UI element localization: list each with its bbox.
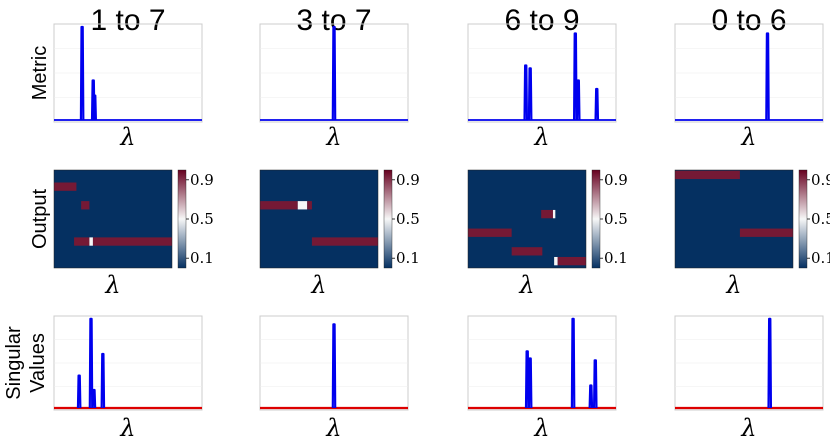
heatmap-cell (54, 182, 77, 191)
column-title: 1 to 7 (90, 4, 165, 37)
colorbar-tick-label: 0.5 (190, 210, 214, 228)
colorbar-tick-label: 0.5 (811, 210, 830, 228)
heatmap-cell (260, 201, 298, 210)
heatmap-cell (81, 201, 90, 210)
peak-mark (331, 323, 337, 409)
peak-mark (527, 67, 533, 121)
row-label: Singular (3, 326, 25, 400)
peak-mark (592, 359, 598, 409)
x-axis-label: λ (310, 271, 326, 299)
peak-mark (573, 32, 578, 121)
heatmap-cell (89, 237, 93, 246)
heatmap-cell (92, 237, 172, 246)
x-axis-label: λ (325, 123, 341, 151)
colorbar-tick-label: 0.9 (396, 171, 420, 189)
peak-mark (100, 352, 106, 409)
heatmap-background (260, 170, 378, 268)
column-title: 6 to 9 (504, 4, 579, 37)
heatmap-cell (557, 256, 586, 266)
heatmap-cell (552, 209, 556, 219)
heatmap-cell (307, 201, 312, 210)
x-axis-label: λ (325, 414, 341, 442)
x-axis-label: λ (725, 271, 741, 299)
heatmap-frame (259, 169, 379, 269)
row-label: Output (29, 189, 51, 249)
colorbar-tick-label: 0.1 (604, 249, 628, 267)
colorbar-tick-label: 0.1 (190, 249, 214, 267)
colorbar-tick-label: 0.9 (604, 171, 628, 189)
row-label: Values (27, 333, 49, 393)
column-title: 0 to 6 (711, 4, 786, 37)
peak-mark (523, 64, 529, 121)
colorbar-tick-label: 0.9 (811, 171, 830, 189)
x-axis-label: λ (518, 271, 534, 299)
colorbar (177, 169, 187, 269)
colorbar-tick-label: 0.5 (604, 210, 628, 228)
peak-mark (594, 87, 600, 121)
heatmap-cell (554, 256, 558, 266)
row-label: Metric (29, 46, 51, 100)
peak-mark (588, 384, 594, 409)
x-axis-label: λ (104, 271, 120, 299)
heatmap-cell (675, 170, 740, 180)
peak-mark (76, 374, 82, 409)
x-axis-label: λ (533, 414, 549, 442)
heatmap-background (675, 170, 793, 268)
colorbar-tick-label: 0.1 (396, 249, 420, 267)
heatmap-cell (297, 201, 308, 210)
x-axis-label: λ (740, 414, 756, 442)
colorbar (591, 169, 601, 269)
heatmap-frame (674, 169, 794, 269)
x-axis-label: λ (740, 123, 756, 151)
heatmap-cell (468, 228, 512, 237)
heatmap-cell (74, 237, 90, 246)
heatmap-cell (311, 237, 378, 246)
colorbar-tick-label: 0.1 (811, 249, 830, 267)
peak-mark (91, 388, 97, 409)
x-axis-label: λ (119, 414, 135, 442)
heatmap-frame (53, 169, 173, 269)
peak-mark (765, 32, 770, 121)
colorbar (383, 169, 393, 269)
peak-mark (331, 25, 337, 121)
heatmap-cell (541, 209, 553, 219)
peak-mark (92, 94, 97, 121)
peak-mark (575, 79, 581, 121)
colorbar-tick-label: 0.5 (396, 210, 420, 228)
colorbar-tick-label: 0.9 (190, 171, 214, 189)
peak-mark (570, 317, 576, 409)
peak-mark (524, 350, 530, 409)
peak-mark (88, 317, 94, 409)
x-axis-label: λ (119, 123, 135, 151)
x-axis-label: λ (533, 123, 549, 151)
peak-mark (527, 357, 533, 409)
colorbar (798, 169, 808, 269)
peak-mark (79, 25, 85, 121)
peak-mark (767, 317, 773, 409)
heatmap-cell (739, 228, 793, 237)
heatmap-cell (511, 247, 543, 256)
heatmap-frame (467, 169, 587, 269)
